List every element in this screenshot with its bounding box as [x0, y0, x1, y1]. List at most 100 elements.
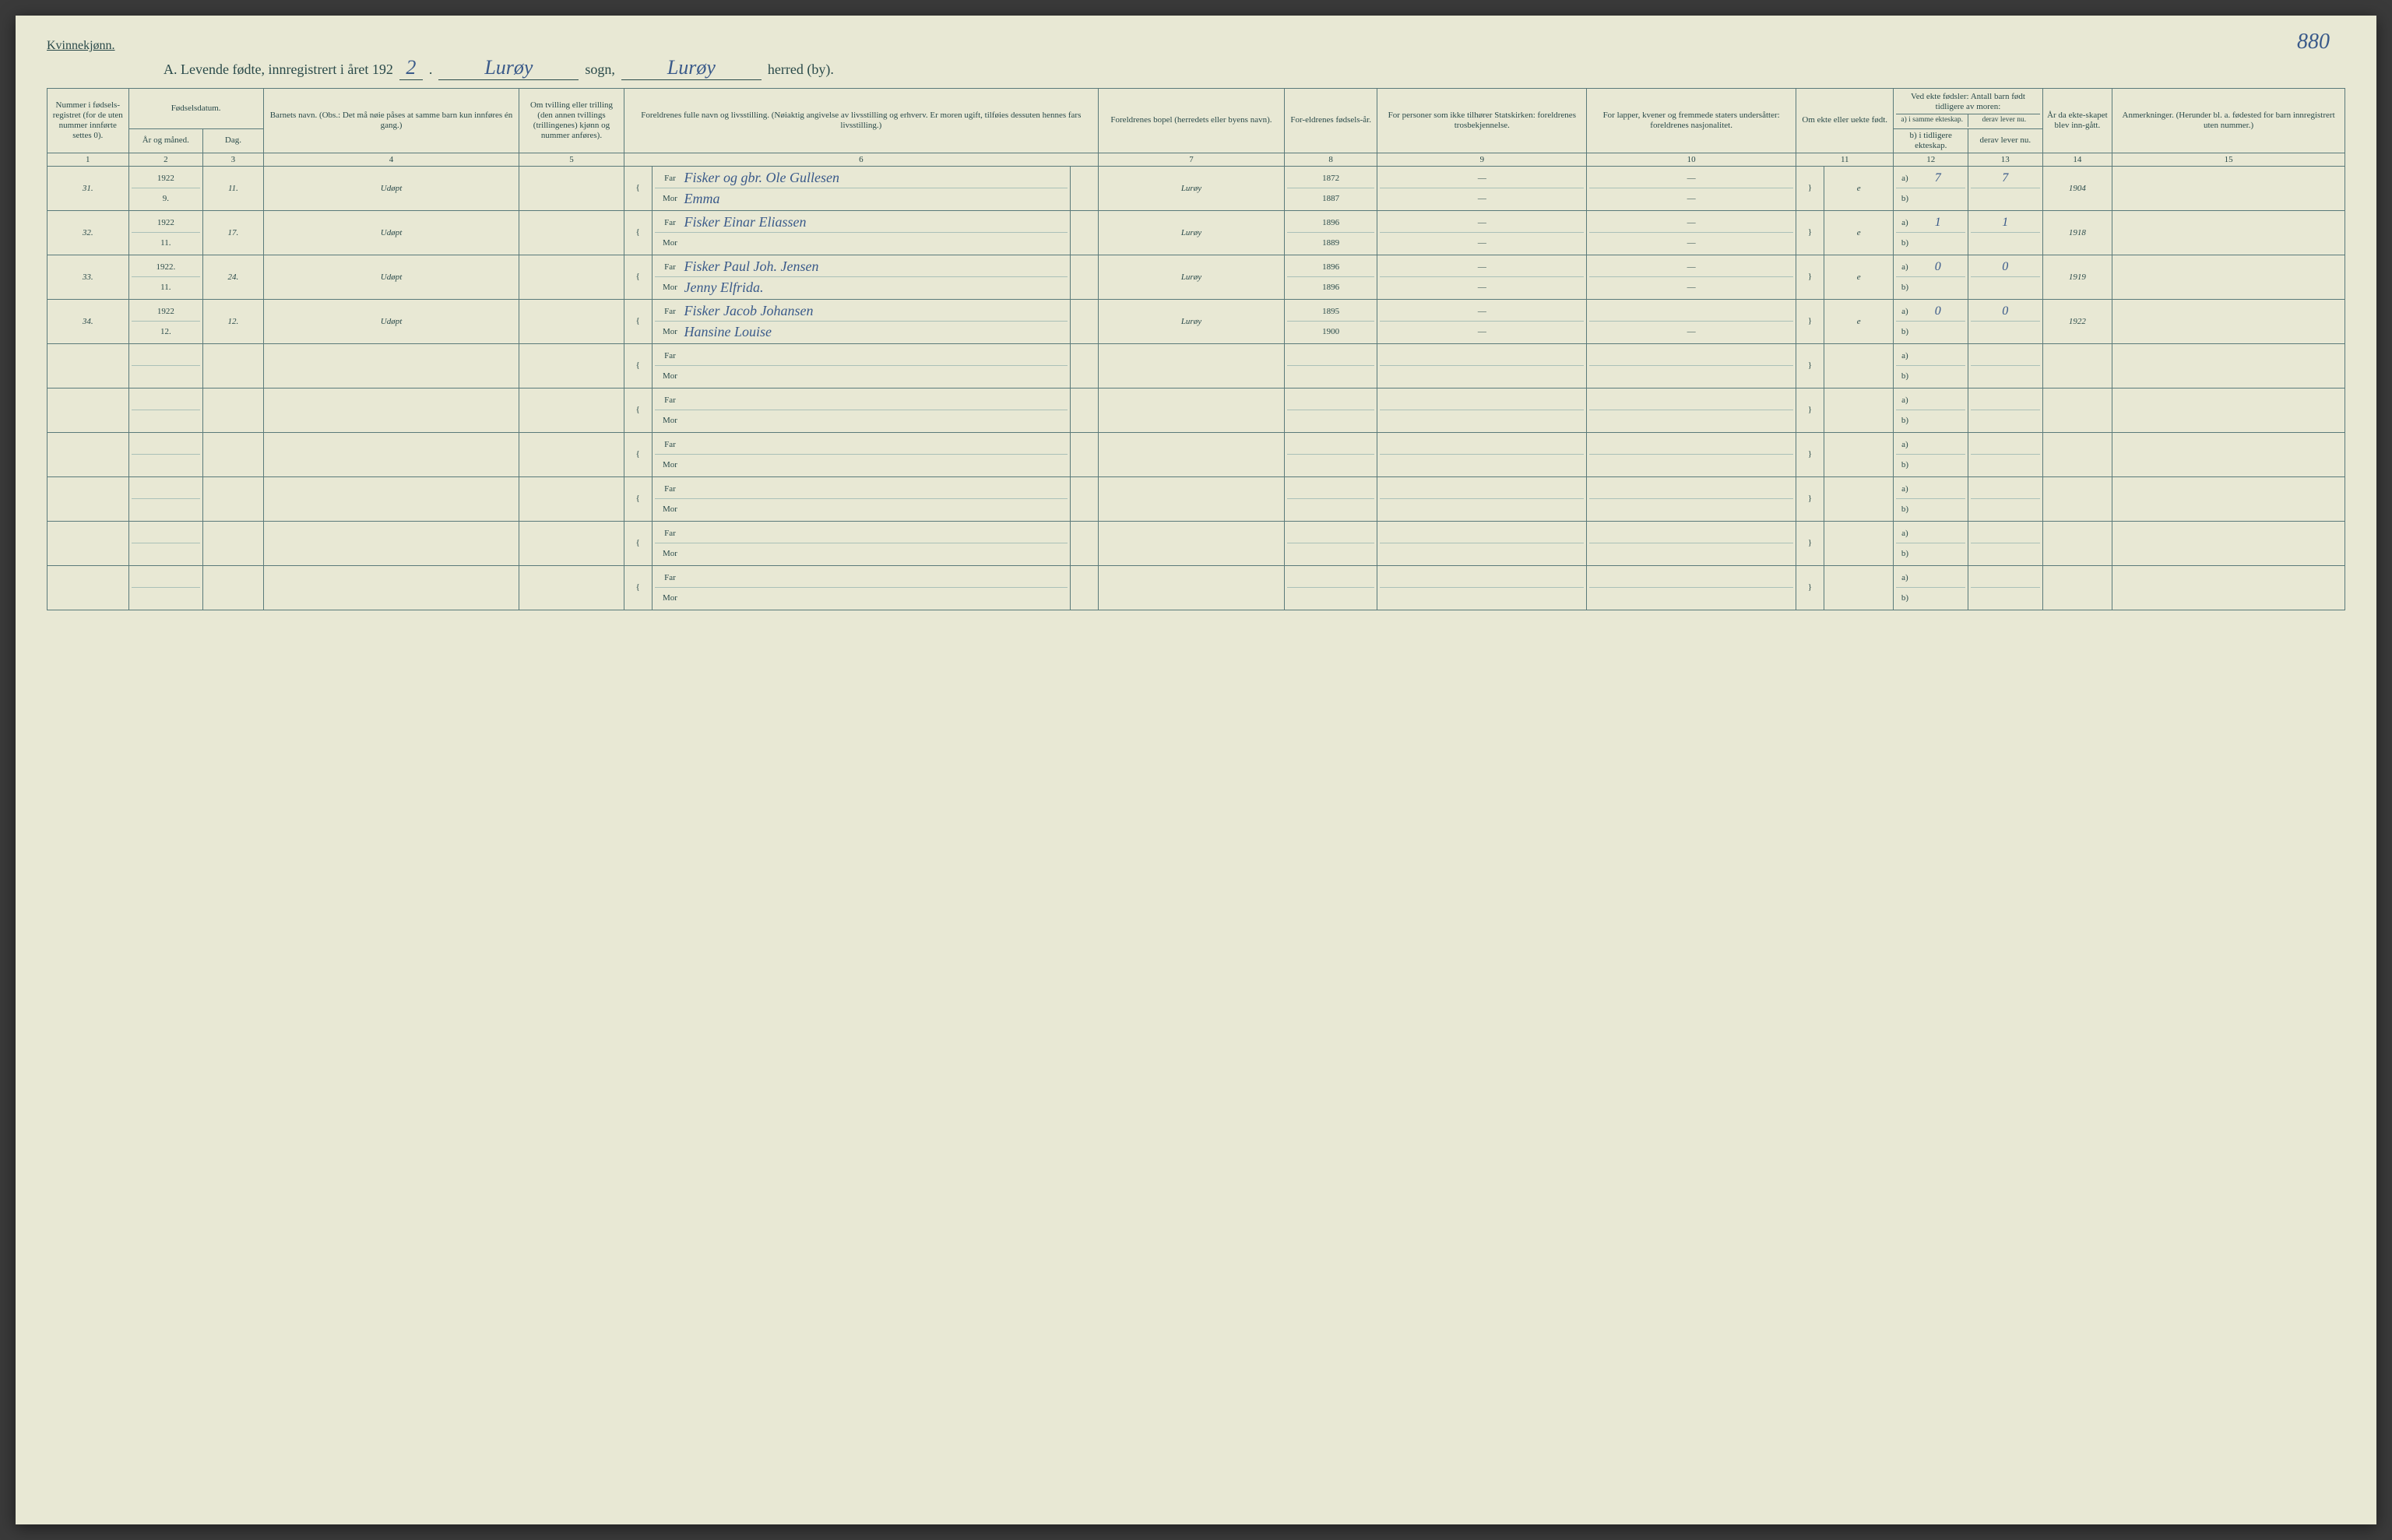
title-row: A. Levende fødte, innregistrert i året 1… — [47, 56, 2345, 80]
cell-ekteskap-aar: 1919 — [2042, 255, 2112, 300]
cn11: 11 — [1796, 153, 1894, 167]
cell-bopel — [1098, 522, 1284, 566]
h-parents: Foreldrenes fulle navn og livsstilling. … — [624, 89, 1098, 153]
cell-yearmonth: 1922.11. — [128, 255, 203, 300]
table-row: 31.19229.11.Udøpt{FarFisker og gbr. Ole … — [47, 167, 2345, 211]
cell-name — [263, 566, 519, 610]
cell-tros: —— — [1377, 300, 1587, 344]
cell-tros: —— — [1377, 167, 1587, 211]
cell-ekteskap-aar — [2042, 389, 2112, 433]
cell-twin — [519, 211, 624, 255]
title-sogn: Lurøy — [438, 56, 579, 80]
far-label: Far — [655, 529, 681, 538]
cell-anm — [2112, 389, 2345, 433]
cn13: 13 — [1968, 153, 2043, 167]
cell-yearmonth — [128, 566, 203, 610]
cell-ab-same: a)b) — [1894, 566, 1968, 610]
brace-left: { — [624, 255, 652, 300]
far-label: Far — [655, 307, 681, 316]
h-tros: For personer som ikke tilhører Statskirk… — [1377, 89, 1587, 153]
cell-anm — [2112, 522, 2345, 566]
mor-label: Mor — [655, 327, 681, 336]
cell-bopel: Lurøy — [1098, 167, 1284, 211]
cn14: 14 — [2042, 153, 2112, 167]
brace-left: { — [624, 433, 652, 477]
cell-yearmonth: 19229. — [128, 167, 203, 211]
cell-day — [203, 477, 264, 522]
table-row: {FarMor}a)b) — [47, 566, 2345, 610]
cell-twin — [519, 433, 624, 477]
cell-tros — [1377, 522, 1587, 566]
cell-num — [47, 477, 129, 522]
cell-ab-lever: 1 — [1968, 211, 2043, 255]
cell-ekte — [1824, 389, 1894, 433]
mor-label: Mor — [655, 283, 681, 292]
cell-num: 31. — [47, 167, 129, 211]
cn8: 8 — [1284, 153, 1377, 167]
title-herred: Lurøy — [621, 56, 762, 80]
brace-left: { — [624, 389, 652, 433]
cell-ekteskap-aar — [2042, 433, 2112, 477]
cell-ab-lever — [1968, 477, 2043, 522]
cell-ekteskap-aar — [2042, 566, 2112, 610]
cell-bopel: Lurøy — [1098, 255, 1284, 300]
h-twin: Om tvilling eller trilling (den annen tv… — [519, 89, 624, 153]
h-c12: Ved ekte fødsler: Antall barn født tidli… — [1894, 89, 2042, 129]
cell-fyear: 18961896 — [1284, 255, 1377, 300]
cell-nat: —— — [1587, 255, 1796, 300]
mor-value: Hansine Louise — [681, 324, 1068, 340]
cell-day: 11. — [203, 167, 264, 211]
cell-num: 32. — [47, 211, 129, 255]
cell-anm — [2112, 211, 2345, 255]
brace-right-1 — [1071, 300, 1099, 344]
cell-name — [263, 477, 519, 522]
cell-ab-same: a)b) — [1894, 522, 1968, 566]
cell-tros: —— — [1377, 211, 1587, 255]
cn5: 5 — [519, 153, 624, 167]
cell-ekte: e — [1824, 255, 1894, 300]
table-row: {FarMor}a)b) — [47, 344, 2345, 389]
cell-num — [47, 389, 129, 433]
cell-yearmonth — [128, 389, 203, 433]
cell-yearmonth — [128, 344, 203, 389]
cell-bopel: Lurøy — [1098, 211, 1284, 255]
cell-fyear — [1284, 389, 1377, 433]
cell-twin — [519, 566, 624, 610]
brace-right-1 — [1071, 389, 1099, 433]
brace-right-1 — [1071, 522, 1099, 566]
brace-right-1 — [1071, 167, 1099, 211]
cell-name — [263, 433, 519, 477]
mor-label: Mor — [655, 460, 681, 469]
table-row: {FarMor} a)b) — [47, 389, 2345, 433]
cell-name — [263, 522, 519, 566]
cell-yearmonth — [128, 477, 203, 522]
cn7: 7 — [1098, 153, 1284, 167]
far-label: Far — [655, 218, 681, 227]
sogn-label: sogn, — [585, 62, 615, 78]
cell-twin — [519, 255, 624, 300]
cell-parents: FarFisker Paul Joh. JensenMorJenny Elfri… — [652, 255, 1071, 300]
brace-left: { — [624, 211, 652, 255]
cell-ab-same: a)b) — [1894, 389, 1968, 433]
table-row: 33.1922.11.24.Udøpt{FarFisker Paul Joh. … — [47, 255, 2345, 300]
cell-ekte: e — [1824, 167, 1894, 211]
cell-day: 17. — [203, 211, 264, 255]
cell-fyear — [1284, 522, 1377, 566]
far-label: Far — [655, 396, 681, 405]
cell-name: Udøpt — [263, 211, 519, 255]
far-label: Far — [655, 440, 681, 449]
cell-name: Udøpt — [263, 255, 519, 300]
table-row: {FarMor}a)b) — [47, 522, 2345, 566]
cell-day — [203, 522, 264, 566]
h-ekte: Om ekte eller uekte født. — [1796, 89, 1894, 153]
h-c13a: derav lever nu. — [1968, 114, 2040, 126]
cell-parents: FarMor — [652, 389, 1071, 433]
brace-right-2: } — [1796, 389, 1824, 433]
register-table: Nummer i fødsels-registret (for de uten … — [47, 88, 2345, 610]
cell-ab-same: a)b) — [1894, 477, 1968, 522]
cell-fyear — [1284, 477, 1377, 522]
cell-nat — [1587, 566, 1796, 610]
cell-ekte — [1824, 522, 1894, 566]
cell-parents: FarFisker og gbr. Ole GullesenMorEmma — [652, 167, 1071, 211]
cell-name: Udøpt — [263, 167, 519, 211]
